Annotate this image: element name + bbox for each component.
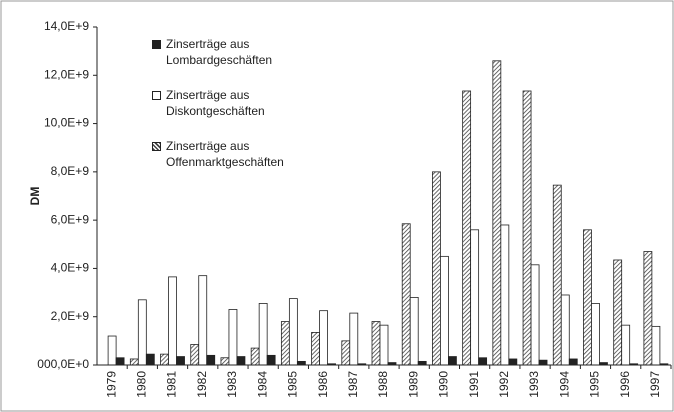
bar — [349, 312, 359, 366]
bar — [371, 321, 381, 366]
x-tick-label: 1983 — [225, 371, 239, 398]
bar — [160, 353, 169, 366]
x-tick-label: 1980 — [134, 371, 148, 398]
x-tick-label: 1988 — [376, 371, 390, 398]
bar — [613, 259, 623, 366]
bar — [432, 171, 441, 366]
bar — [190, 344, 200, 366]
bar — [220, 357, 230, 366]
x-tick-label: 1979 — [104, 371, 118, 398]
legend-swatch — [152, 142, 161, 151]
bar — [417, 360, 427, 366]
bar — [280, 321, 290, 366]
bar — [236, 356, 246, 366]
legend-item: Zinserträge aus Offenmarktgeschäften — [152, 138, 287, 170]
bar — [552, 184, 562, 366]
bar — [288, 298, 298, 366]
legend-label: Zinserträge aus Offenmarktgeschäften — [166, 139, 284, 169]
bar — [168, 276, 177, 366]
bar — [198, 275, 208, 366]
x-tick-label: 1985 — [286, 371, 300, 398]
x-tick-label: 1982 — [195, 371, 209, 398]
x-tick-label: 1994 — [557, 371, 571, 398]
bar — [115, 357, 125, 366]
bar — [621, 324, 631, 366]
bar — [145, 353, 155, 366]
bar — [137, 299, 147, 366]
x-tick-label: 1993 — [527, 371, 541, 398]
x-tick-label: 1997 — [648, 371, 662, 398]
bar — [258, 303, 268, 366]
bar — [448, 356, 457, 366]
bar — [508, 358, 518, 366]
y-tick-label: 12,0E+9 — [44, 67, 89, 81]
legend-item: Zinserträge aus Diskontgeschäften — [152, 87, 287, 119]
bar — [530, 264, 540, 366]
x-tick-label: 1986 — [316, 371, 330, 398]
legend-label: Zinserträge aus Diskontgeschäften — [166, 88, 265, 118]
legend-item: Zinserträge aus Lombardgeschäften — [152, 36, 287, 68]
bar — [107, 335, 117, 366]
bar — [538, 359, 548, 366]
x-tick-label: 1992 — [497, 371, 511, 398]
x-tick-label: 1991 — [467, 371, 481, 398]
x-tick-label: 1996 — [618, 371, 632, 398]
x-tick-label: 1990 — [437, 371, 451, 398]
bar — [379, 324, 389, 366]
bar — [560, 294, 570, 366]
bar — [409, 296, 419, 366]
bar — [583, 229, 592, 366]
bar — [206, 354, 216, 366]
bar — [591, 303, 600, 366]
x-tick-label: 1989 — [406, 371, 420, 398]
bar — [401, 223, 411, 366]
x-tick-label: 1984 — [255, 371, 269, 398]
bar — [478, 357, 488, 366]
x-tick-label: 1987 — [346, 371, 360, 398]
bar — [643, 251, 653, 366]
y-tick-label: 4,0E+9 — [51, 261, 90, 275]
y-tick-label: 000,0E+0 — [37, 357, 89, 371]
bar — [228, 309, 238, 366]
y-tick-label: 2,0E+9 — [51, 309, 90, 323]
bar — [492, 60, 502, 366]
bar — [341, 340, 351, 366]
bar — [176, 356, 185, 366]
bar — [500, 224, 510, 366]
y-tick-label: 14,0E+9 — [44, 19, 89, 33]
x-tick-label: 1981 — [165, 371, 179, 398]
bar — [319, 310, 328, 366]
legend: Zinserträge aus Lombardgeschäften Zinsert… — [152, 36, 287, 189]
legend-swatch — [152, 40, 161, 49]
bar — [522, 90, 532, 366]
y-tick-label: 10,0E+9 — [44, 116, 89, 130]
x-tick-label: 1995 — [588, 371, 602, 398]
bar — [266, 354, 276, 366]
legend-label: Zinserträge aus Lombardgeschäften — [166, 37, 273, 67]
bar — [651, 325, 661, 366]
bar — [129, 358, 139, 366]
bar — [440, 255, 449, 366]
bar — [568, 358, 578, 366]
bar — [250, 347, 260, 366]
legend-swatch — [152, 91, 161, 100]
bar — [296, 360, 306, 366]
bar — [470, 229, 480, 366]
y-tick-label: 8,0E+9 — [51, 164, 90, 178]
y-axis-label: DM — [28, 187, 42, 206]
bar — [462, 90, 472, 366]
y-tick-label: 6,0E+9 — [51, 212, 90, 226]
bar — [311, 332, 320, 366]
